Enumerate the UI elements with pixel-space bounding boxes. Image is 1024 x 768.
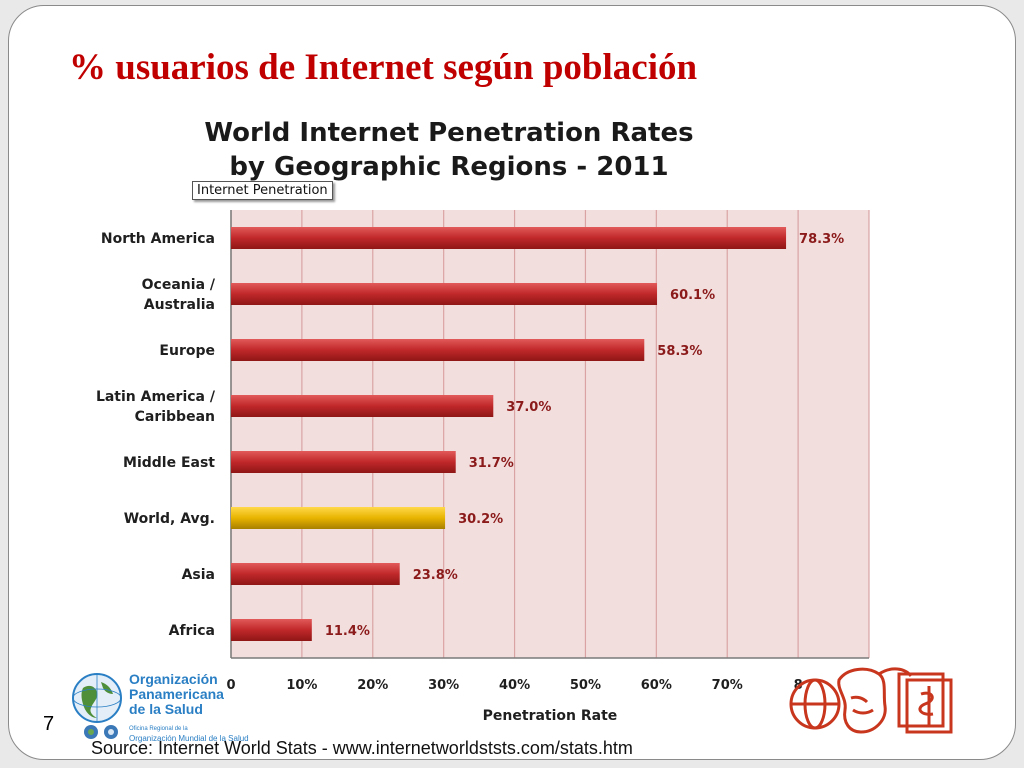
value-label: 31.7%: [469, 456, 514, 471]
page-number: 7: [43, 713, 55, 735]
paho-name-line-2: Panamericana: [129, 686, 224, 702]
plot-background: [231, 210, 869, 658]
paho-name-line-1: Organización: [129, 671, 218, 687]
paho-logo: Organización Panamericana de la Salud Of…: [69, 670, 299, 743]
category-label: North America: [101, 231, 215, 247]
paho-name: Organización Panamericana de la Salud: [129, 672, 224, 717]
category-label: Europe: [159, 343, 215, 359]
value-label: 30.2%: [458, 512, 503, 527]
bar: [231, 227, 787, 249]
x-tick-label: 40%: [499, 678, 530, 693]
bar: [231, 395, 494, 417]
tooltip: Internet Penetration: [192, 181, 333, 200]
value-label: 58.3%: [657, 344, 702, 359]
bar: [231, 563, 400, 585]
value-label: 60.1%: [670, 288, 715, 303]
x-tick-label: 30%: [428, 678, 459, 693]
bar-highlight: [231, 507, 446, 529]
bar: [231, 451, 456, 473]
value-label: 78.3%: [799, 232, 844, 247]
category-label: World, Avg.: [124, 511, 215, 527]
globe-icon: [72, 673, 122, 723]
value-label: 23.8%: [413, 568, 458, 583]
category-label: Caribbean: [135, 409, 215, 425]
value-label: 37.0%: [506, 400, 551, 415]
x-tick-label: 60%: [641, 678, 672, 693]
chart-title: World Internet Penetration Rates by Geog…: [149, 116, 749, 184]
x-axis-title: Penetration Rate: [483, 708, 618, 724]
category-label: Middle East: [123, 455, 215, 471]
bar: [231, 619, 312, 641]
bar: [231, 339, 645, 361]
chart-title-line-1: World Internet Penetration Rates: [204, 118, 694, 148]
paho-subtitle: Oficina Regional de la Organización Mund…: [129, 725, 249, 743]
chart-title-line-2: by Geographic Regions - 2011: [229, 152, 669, 182]
category-label: Oceania /: [142, 277, 216, 293]
category-label: Africa: [169, 623, 215, 639]
health-emblem-icon: [789, 667, 953, 734]
x-tick-label: 70%: [712, 678, 743, 693]
bar: [231, 283, 658, 305]
slide-title: % usuarios de Internet según población: [69, 47, 698, 88]
x-tick-label: 50%: [570, 678, 601, 693]
x-tick-label: 20%: [357, 678, 388, 693]
x-tick-label: 10%: [286, 678, 317, 693]
x-tick-label: 0: [226, 678, 235, 693]
category-label: Asia: [182, 567, 215, 583]
slide: % usuarios de Internet según población W…: [8, 5, 1016, 760]
small-globes-icon: [84, 725, 118, 739]
value-label: 11.4%: [325, 624, 370, 639]
paho-subtitle-big: Organización Mundial de la Salud: [129, 734, 249, 743]
category-label: Latin America /: [96, 389, 216, 405]
source-text: Source: Internet World Stats - www.inter…: [91, 738, 633, 758]
category-label: Australia: [144, 297, 215, 313]
paho-name-line-3: de la Salud: [129, 701, 203, 717]
paho-subtitle-small: Oficina Regional de la: [129, 726, 188, 732]
